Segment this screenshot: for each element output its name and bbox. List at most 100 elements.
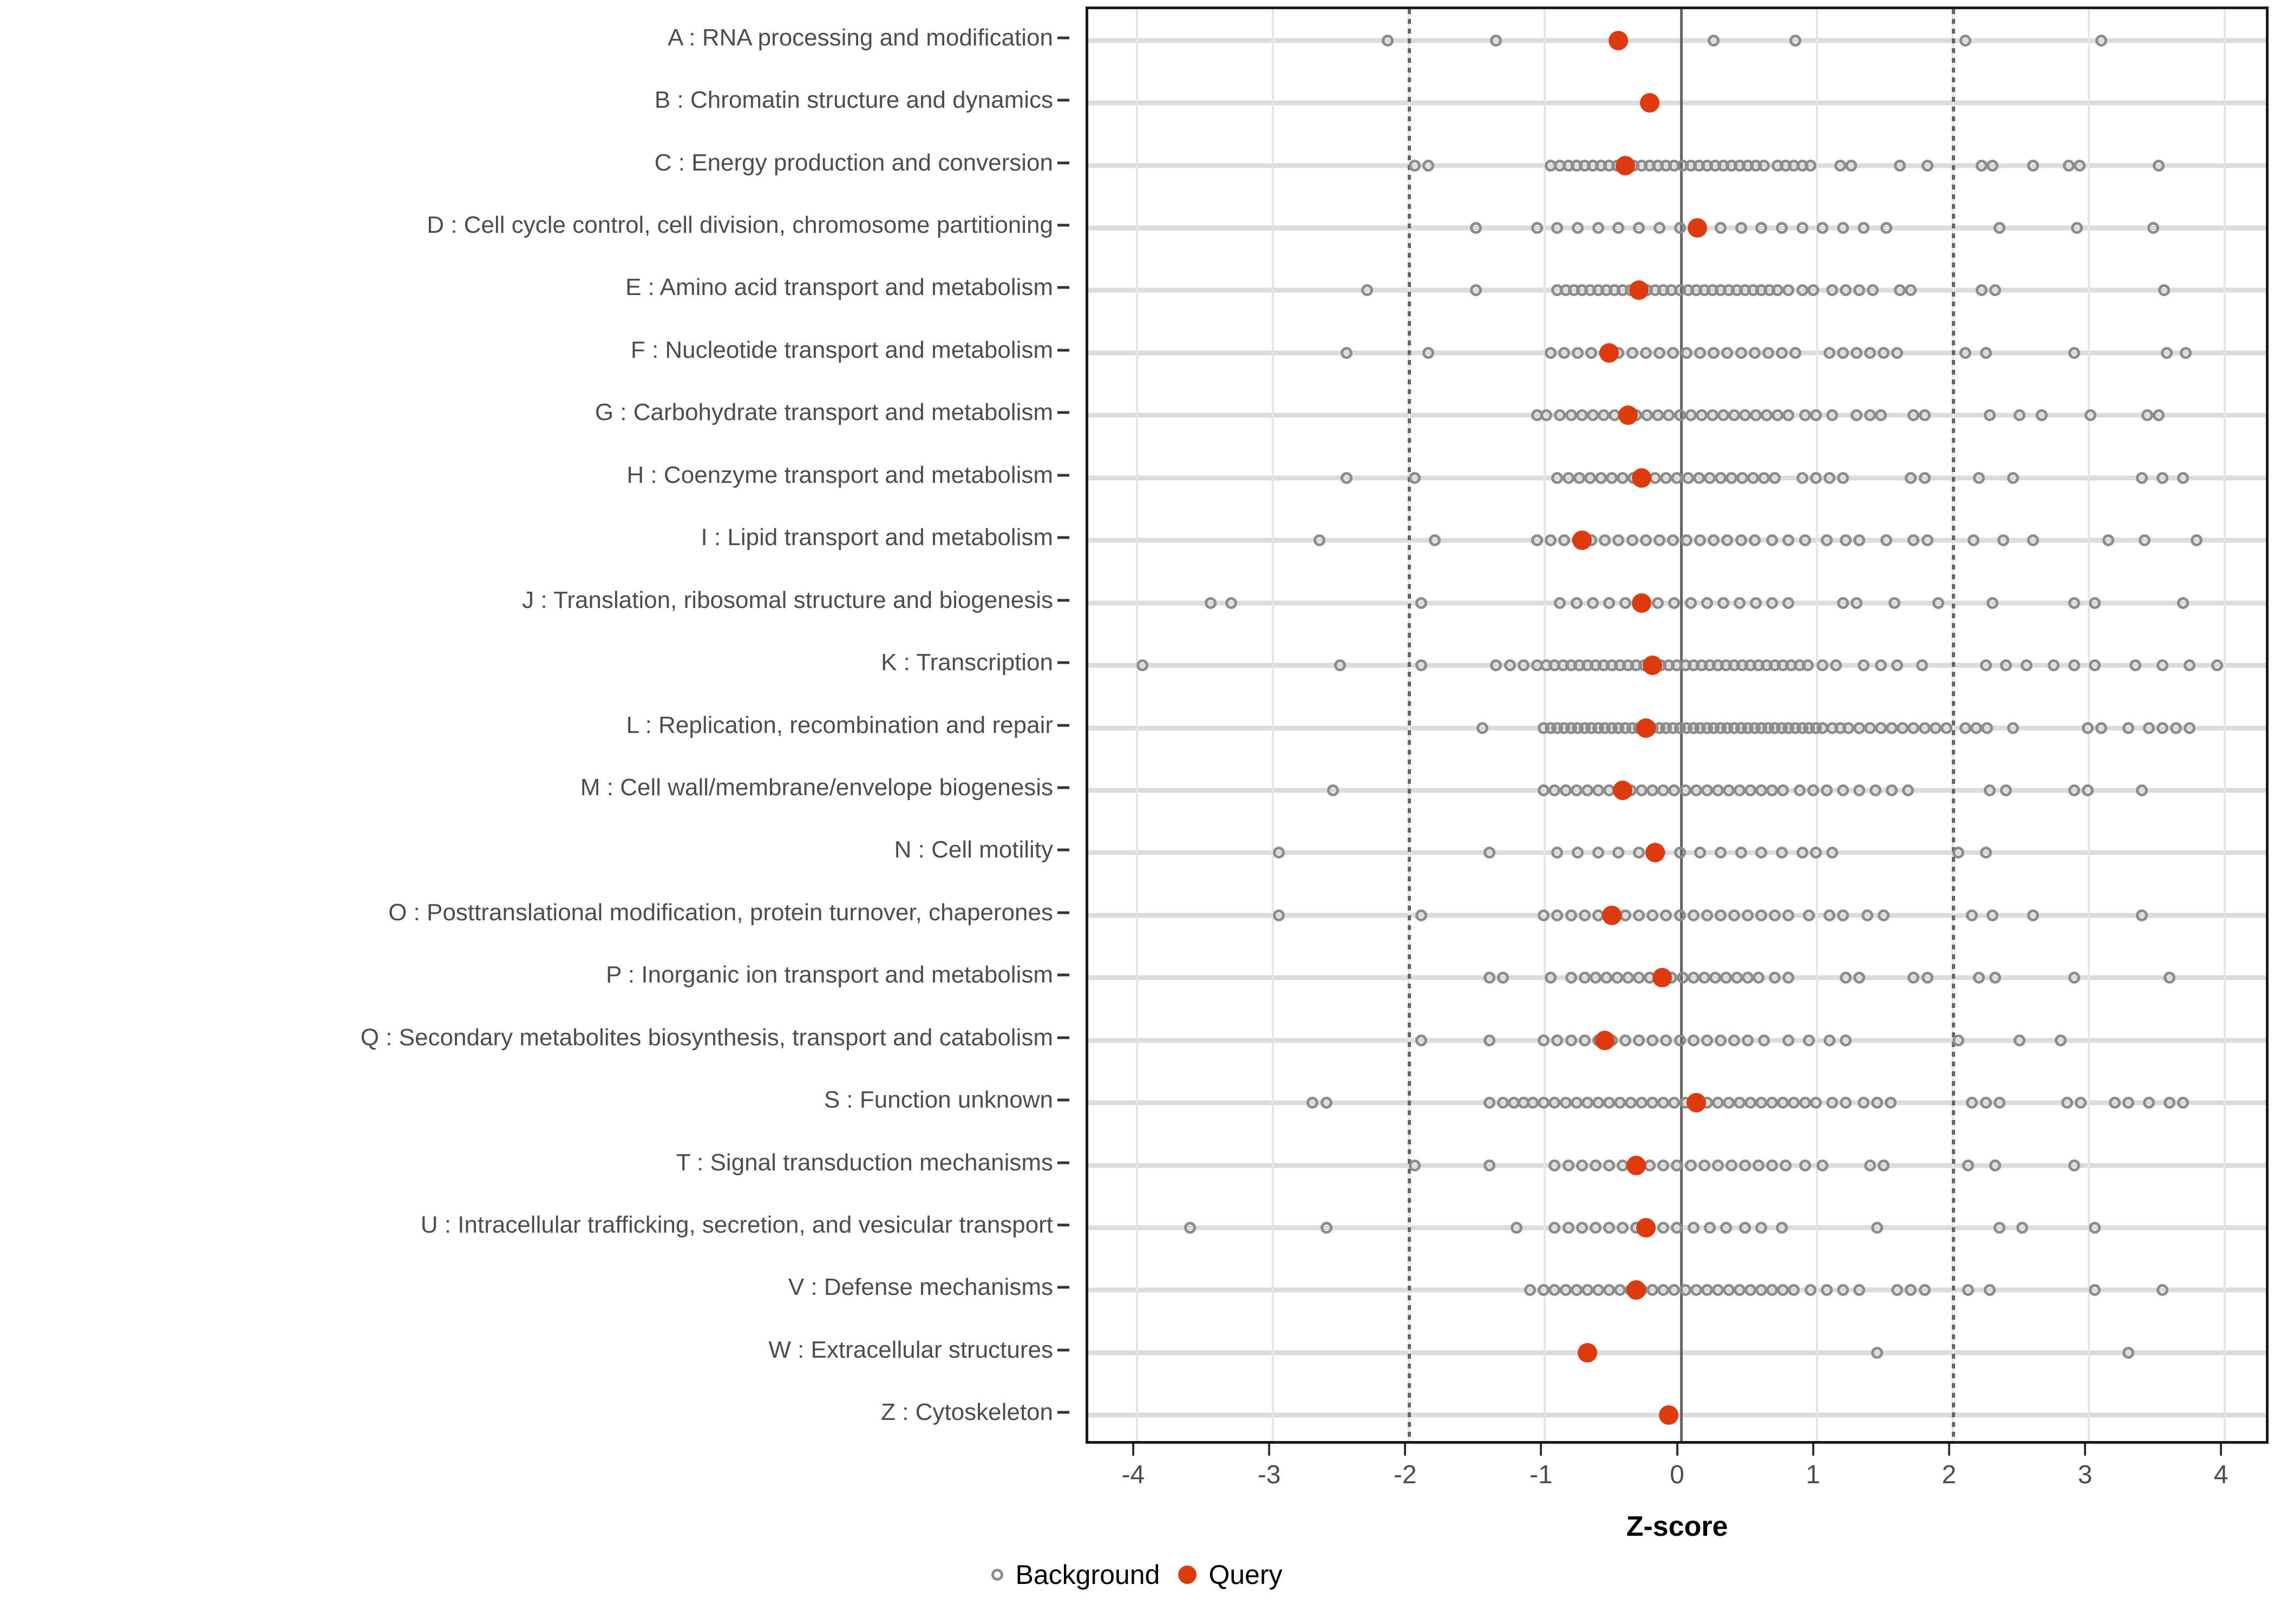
row-gridline — [1088, 38, 2266, 43]
background-point — [1984, 784, 1996, 796]
y-axis-tick — [1057, 161, 1069, 165]
background-point — [1682, 472, 1694, 484]
background-point — [1967, 534, 1979, 547]
query-point[interactable] — [1626, 1155, 1646, 1175]
background-point — [1695, 409, 1708, 422]
background-point — [1668, 597, 1681, 609]
background-point — [1589, 1159, 1602, 1171]
background-point — [2139, 534, 2151, 547]
background-point — [1570, 597, 1583, 609]
background-point — [1720, 972, 1732, 984]
query-point[interactable] — [1636, 718, 1656, 738]
background-point — [1816, 222, 1829, 234]
background-point — [1921, 972, 1933, 984]
background-point — [1701, 909, 1713, 921]
background-point — [1551, 1034, 1564, 1046]
background-point — [1973, 972, 1985, 984]
background-point — [1777, 1284, 1789, 1296]
background-point — [1979, 659, 1992, 672]
background-point — [1469, 222, 1482, 234]
query-point[interactable] — [1643, 656, 1663, 676]
background-point — [1734, 1097, 1746, 1109]
background-point — [1524, 1284, 1537, 1296]
y-axis-category-label: B : Chromatin structure and dynamics — [654, 87, 1053, 114]
background-point — [1739, 1221, 1752, 1234]
query-point[interactable] — [1632, 593, 1652, 613]
background-point — [1572, 346, 1584, 359]
background-point — [1674, 909, 1686, 921]
query-point[interactable] — [1577, 1343, 1597, 1363]
query-point[interactable] — [1609, 30, 1629, 50]
query-point[interactable] — [1652, 968, 1672, 988]
background-point — [1558, 534, 1571, 547]
query-point[interactable] — [1636, 1217, 1656, 1237]
background-point — [1993, 222, 2005, 234]
background-point — [1511, 1221, 1523, 1234]
background-point — [2007, 472, 2019, 484]
x-axis-tick — [1404, 1444, 1407, 1456]
y-axis-category-label: N : Cell motility — [894, 836, 1053, 863]
query-point[interactable] — [1632, 468, 1652, 488]
background-point — [1918, 409, 1931, 422]
query-point[interactable] — [1602, 905, 1622, 925]
query-point[interactable] — [1616, 155, 1636, 175]
query-point[interactable] — [1659, 1405, 1679, 1425]
y-axis-label-column: A : RNA processing and modification B : C… — [0, 0, 1069, 1440]
query-point[interactable] — [1645, 843, 1665, 863]
background-point — [1853, 722, 1866, 734]
background-point — [1633, 847, 1645, 859]
background-point — [1578, 1034, 1591, 1046]
y-axis-category-label: S : Function unknown — [824, 1086, 1053, 1114]
background-point — [1782, 409, 1795, 422]
query-point[interactable] — [1599, 343, 1619, 363]
background-point — [1711, 784, 1724, 796]
query-point[interactable] — [1629, 280, 1649, 300]
background-point — [1671, 1159, 1683, 1171]
background-point — [2062, 159, 2075, 172]
legend-item-query[interactable]: Query — [1178, 1559, 1283, 1590]
background-point — [2184, 722, 2196, 734]
x-axis-tick — [1676, 1444, 1678, 1456]
legend-item-background[interactable]: Background — [991, 1559, 1160, 1590]
background-point — [1586, 597, 1599, 609]
query-point[interactable] — [1640, 93, 1660, 113]
background-point — [1753, 1159, 1765, 1171]
background-point — [1652, 597, 1664, 609]
background-point — [1653, 346, 1665, 359]
query-point[interactable] — [1613, 780, 1633, 800]
background-point — [1875, 659, 1887, 672]
background-point — [1981, 722, 1994, 734]
background-point — [1989, 1159, 2002, 1171]
background-point — [1527, 1097, 1539, 1109]
query-point[interactable] — [1686, 1093, 1706, 1113]
query-point[interactable] — [1626, 1280, 1646, 1300]
background-point — [1708, 346, 1720, 359]
background-point — [1857, 659, 1870, 672]
background-point — [1612, 847, 1625, 859]
background-point — [2073, 159, 2086, 172]
background-point — [2147, 222, 2159, 234]
background-point — [1619, 1034, 1632, 1046]
background-point — [1842, 722, 1854, 734]
background-point — [1807, 284, 1819, 297]
background-point — [1766, 784, 1779, 796]
background-point — [1867, 284, 1879, 297]
background-point — [1788, 1097, 1800, 1109]
chart-legend: Background Query — [0, 1559, 2274, 1590]
background-point — [1626, 346, 1638, 359]
query-point[interactable] — [1688, 218, 1708, 238]
background-point — [1796, 847, 1808, 859]
background-point — [1918, 1284, 1931, 1296]
query-point[interactable] — [1572, 531, 1592, 551]
background-point — [1750, 409, 1762, 422]
background-point — [1970, 722, 1982, 734]
background-point — [1959, 346, 1971, 359]
query-point[interactable] — [1595, 1030, 1615, 1050]
background-point — [1804, 1284, 1816, 1296]
background-point — [1820, 784, 1833, 796]
background-point — [2016, 1221, 2029, 1234]
background-point — [1554, 409, 1566, 422]
query-point[interactable] — [1618, 405, 1638, 425]
background-point — [1839, 284, 1852, 297]
background-point — [1782, 597, 1795, 609]
